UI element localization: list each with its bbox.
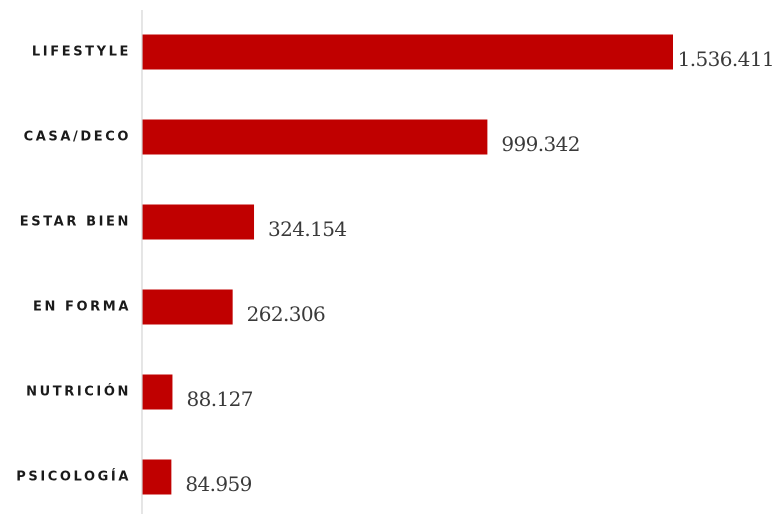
bar-nutricion bbox=[142, 374, 173, 410]
value-label-lifestyle: 1.536.411 bbox=[678, 47, 774, 71]
category-label-en-forma: EN FORMA bbox=[33, 300, 131, 315]
bars-group bbox=[142, 34, 673, 495]
category-label-lifestyle: LIFESTYLE bbox=[32, 45, 131, 60]
value-label-casa-deco: 999.342 bbox=[501, 132, 580, 156]
bar-casa-deco bbox=[142, 119, 488, 155]
category-label-casa-deco: CASA/DECO bbox=[24, 130, 131, 145]
value-label-nutricion: 88.127 bbox=[186, 387, 252, 411]
category-label-estar-bien: ESTAR BIEN bbox=[20, 215, 131, 230]
value-label-psicologia: 84.959 bbox=[185, 472, 251, 496]
bar-estar-bien bbox=[142, 204, 255, 240]
category-labels-group: LIFESTYLE CASA/DECO ESTAR BIEN EN FORMA NUTR… bbox=[16, 45, 131, 485]
bar-en-forma bbox=[142, 289, 233, 325]
category-label-nutricion: NUTRICIÓN bbox=[26, 384, 131, 400]
bar-lifestyle bbox=[142, 34, 673, 70]
value-labels-group: 1.536.411 999.342 324.154 262.306 88.127 84.9… bbox=[185, 47, 774, 496]
value-label-estar-bien: 324.154 bbox=[268, 217, 347, 241]
category-label-psicologia: PSICOLOGÍA bbox=[16, 469, 131, 485]
value-label-en-forma: 262.306 bbox=[247, 302, 326, 326]
bar-psicologia bbox=[142, 459, 172, 495]
